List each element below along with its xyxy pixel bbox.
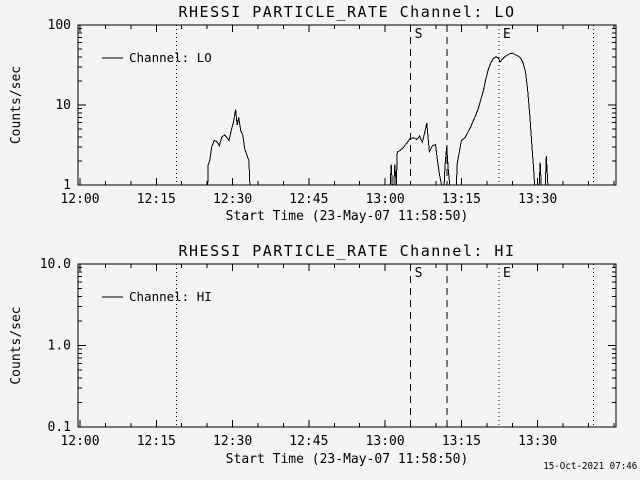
plot-frame [77, 24, 617, 186]
plot-title: RHESSI PARTICLE_RATE Channel: HI [179, 242, 516, 260]
legend: Channel: HI [102, 289, 212, 304]
y-tick-label: 0.1 [48, 420, 71, 435]
x-tick-label: 12:30 [213, 192, 252, 207]
flare-start-line-label: S [415, 27, 423, 42]
x-tick-label: 13:30 [518, 192, 557, 207]
plot-creation-timestamp: 15-Oct-2021 07:46 [542, 461, 637, 472]
x-tick-label: 12:15 [137, 192, 176, 207]
y-axis-title: Counts/sec [9, 306, 24, 384]
y-tick-label: 100 [48, 18, 71, 33]
y-tick-label: 10 [55, 98, 71, 113]
x-tick-label: 12:45 [289, 192, 328, 207]
x-tick-label: 12:00 [60, 434, 99, 449]
plot-title: RHESSI PARTICLE_RATE Channel: LO [179, 3, 516, 21]
x-tick-label: 13:30 [518, 434, 557, 449]
x-tick-label: 13:15 [442, 192, 481, 207]
flare-end-line-label: E [503, 266, 511, 281]
legend-label: Channel: LO [129, 50, 212, 65]
y-tick-label: 1 [63, 178, 71, 193]
flare-end-line-label: E [503, 27, 511, 42]
plot-hi: 12:00 12:15 12:30 12:45 13:00 13:15 13:30 0.1 1.… [9, 242, 617, 467]
y-tick-label: 1.0 [48, 339, 71, 354]
legend: Channel: LO [102, 50, 212, 65]
x-tick-label: 12:00 [60, 192, 99, 207]
flare-start-line-label: S [415, 266, 423, 281]
x-tick-label: 13:00 [366, 192, 405, 207]
x-axis-title: Start Time (23-May-07 11:58:50) [226, 452, 469, 467]
x-axis-title: Start Time (23-May-07 11:58:50) [226, 209, 469, 224]
x-tick-label: 12:30 [213, 434, 252, 449]
y-tick-label: 10.0 [40, 257, 71, 272]
legend-label: Channel: HI [129, 289, 212, 304]
x-tick-label: 12:15 [137, 434, 176, 449]
x-tick-label: 13:15 [442, 434, 481, 449]
series-lo [80, 52, 616, 186]
x-tick-label: 12:45 [289, 434, 328, 449]
x-tick-label: 13:00 [366, 434, 405, 449]
y-axis-title: Counts/sec [9, 66, 24, 144]
plot-lo: 12:00 12:15 12:30 12:45 13:00 13:15 13:30 1 10 10… [9, 3, 617, 224]
